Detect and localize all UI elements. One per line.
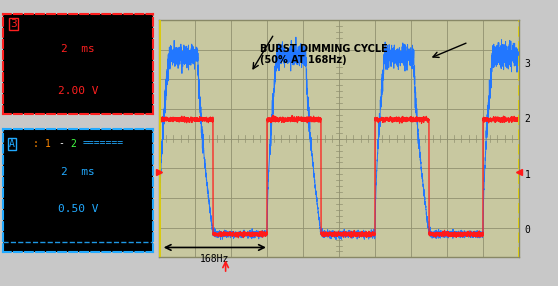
Text: 2: 2 — [71, 138, 76, 148]
Text: 168Hz: 168Hz — [200, 254, 229, 264]
Text: 2.00 V: 2.00 V — [58, 86, 98, 96]
Text: BURST DIMMING CYCLE
(50% AT 168Hz): BURST DIMMING CYCLE (50% AT 168Hz) — [260, 44, 388, 65]
Text: 2  ms: 2 ms — [61, 167, 95, 177]
Text: -: - — [59, 138, 64, 148]
Text: A: A — [9, 138, 15, 148]
Text: 3: 3 — [10, 19, 17, 29]
Text: 3: 3 — [525, 59, 530, 69]
Text: 1: 1 — [525, 170, 530, 180]
Text: 0: 0 — [525, 225, 530, 235]
Text: =======: ======= — [83, 138, 124, 148]
Text: 1: 1 — [45, 138, 51, 148]
Text: 2  ms: 2 ms — [61, 44, 95, 54]
Text: 2: 2 — [525, 114, 530, 124]
Text: 0.50 V: 0.50 V — [58, 204, 98, 214]
Text: :: : — [33, 138, 39, 148]
